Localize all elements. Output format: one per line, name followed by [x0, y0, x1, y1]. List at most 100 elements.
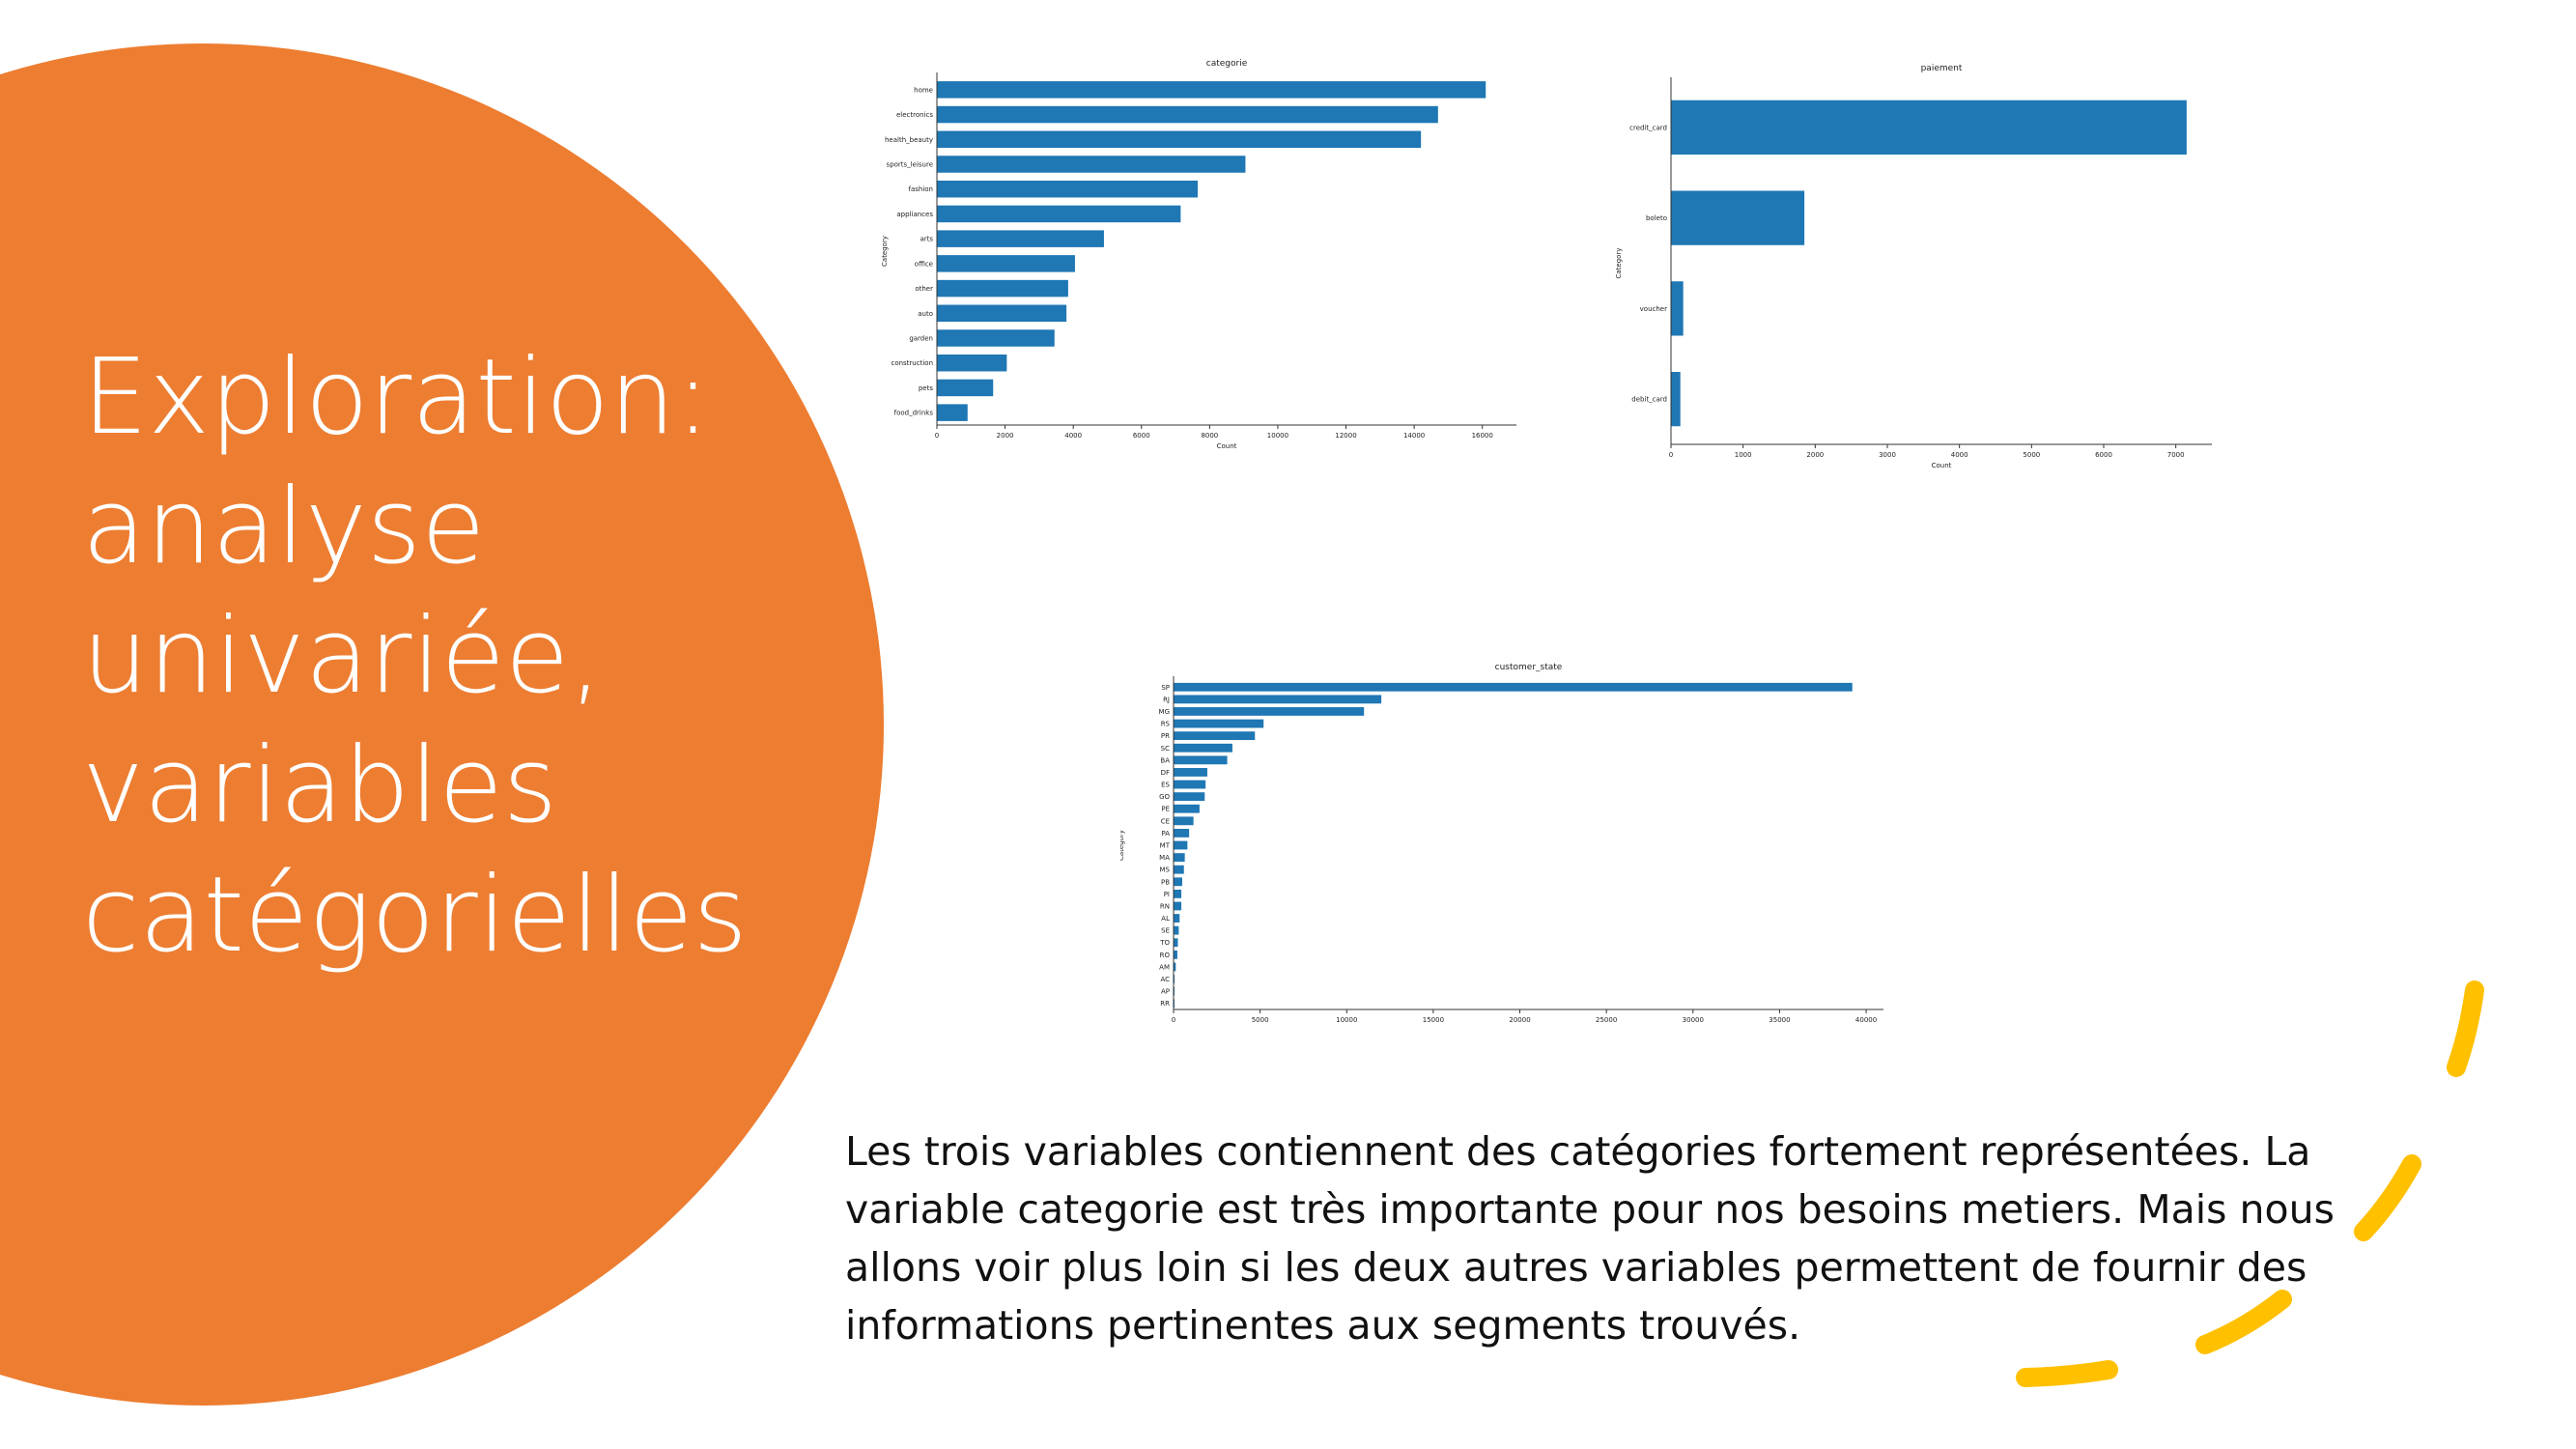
- x-tick-label: 6000: [2095, 451, 2112, 459]
- category-label: DF: [1161, 769, 1170, 777]
- category-label: PB: [1161, 878, 1170, 886]
- category-label: TO: [1159, 939, 1170, 947]
- bar-MA: [1174, 853, 1185, 862]
- bar-arts: [937, 230, 1104, 247]
- category-label: PR: [1161, 732, 1170, 740]
- category-label: RO: [1160, 952, 1171, 959]
- category-label: electronics: [896, 111, 933, 119]
- category-label: BA: [1160, 756, 1170, 764]
- category-label: AP: [1161, 988, 1170, 996]
- x-tick-label: 4000: [1064, 432, 1082, 440]
- y-axis-label: Category: [1120, 830, 1125, 861]
- x-tick-label: 0: [1172, 1016, 1175, 1024]
- bar-auto: [937, 304, 1067, 323]
- bar-MS: [1174, 865, 1184, 874]
- slide-title: Exploration: analyse univariée, variables ca…: [82, 333, 816, 980]
- category-label: SE: [1161, 927, 1170, 935]
- bar-CE: [1174, 816, 1194, 826]
- x-tick-label: 16000: [1472, 432, 1493, 440]
- title-line: analyse: [82, 467, 486, 587]
- bar-SE: [1174, 925, 1179, 935]
- bar-garden: [937, 329, 1055, 347]
- yellow-dash-2: [2354, 1154, 2421, 1241]
- chart-title: paiement: [1921, 64, 1963, 73]
- x-tick-label: 6000: [1133, 432, 1150, 440]
- bar-AL: [1174, 914, 1180, 923]
- bar-TO: [1174, 938, 1178, 948]
- category-label: MG: [1159, 708, 1170, 716]
- bar-sports_leisure: [937, 156, 1246, 173]
- category-label: MA: [1159, 854, 1170, 862]
- title-line: catégorielles: [82, 855, 748, 976]
- category-label: other: [915, 285, 933, 293]
- bar-office: [937, 255, 1075, 272]
- x-tick-label: 7000: [2167, 451, 2185, 459]
- x-tick-label: 12000: [1335, 432, 1356, 440]
- x-tick-label: 5000: [2023, 451, 2040, 459]
- chart-customer-state: customer_state SP RJ MG RS PR SC BA DF ES GO PE CE PA…: [1120, 663, 1883, 1024]
- category-label: RS: [1161, 721, 1171, 728]
- bar-RN: [1174, 901, 1182, 911]
- category-label: debit_card: [1631, 396, 1667, 404]
- orange-circle-shape: [0, 43, 884, 1406]
- x-tick-label: 10000: [1267, 432, 1288, 440]
- category-label: office: [915, 260, 933, 268]
- x-tick-label: 40000: [1855, 1016, 1877, 1024]
- yellow-dash-1: [2447, 980, 2484, 1077]
- category-label: GO: [1159, 793, 1170, 801]
- bar-appliances: [937, 205, 1181, 223]
- category-label: construction: [891, 359, 933, 367]
- x-tick-label: 14000: [1403, 432, 1425, 440]
- x-tick-label: 20000: [1509, 1016, 1530, 1024]
- bar-RJ: [1174, 695, 1382, 704]
- bar-AM: [1174, 962, 1176, 972]
- bar-GO: [1174, 792, 1205, 802]
- bar-MG: [1174, 707, 1365, 716]
- x-tick-label: 5000: [1252, 1016, 1269, 1024]
- x-tick-label: 1000: [1735, 451, 1752, 459]
- bar-pets: [937, 379, 994, 397]
- category-label: RR: [1160, 1000, 1170, 1008]
- x-tick-label: 3000: [1879, 451, 1896, 459]
- category-label: PI: [1164, 891, 1170, 898]
- bar-RS: [1174, 719, 1264, 728]
- chart-title: categorie: [1206, 59, 1248, 69]
- x-tick-label: 2000: [1806, 451, 1824, 459]
- bar-SP: [1174, 682, 1853, 692]
- x-axis-label: Count: [1932, 462, 1952, 469]
- bar-boleto: [1671, 190, 1805, 245]
- x-tick-label: 0: [1669, 451, 1673, 459]
- title-line: Exploration:: [82, 337, 711, 458]
- bar-MT: [1174, 840, 1188, 850]
- category-label: sports_leisure: [887, 161, 933, 169]
- bar-PE: [1174, 804, 1200, 813]
- category-label: home: [914, 86, 933, 94]
- category-label: CE: [1161, 817, 1170, 825]
- x-tick-label: 30000: [1683, 1016, 1704, 1024]
- bar-RO: [1174, 950, 1177, 959]
- x-tick-label: 15000: [1423, 1016, 1444, 1024]
- bar-construction: [937, 354, 1007, 372]
- bar-ES: [1174, 780, 1206, 789]
- bar-credit_card: [1671, 99, 2187, 155]
- category-label: boleto: [1646, 214, 1667, 222]
- title-line: univariée,: [82, 596, 603, 717]
- bar-debit_card: [1671, 372, 1681, 427]
- category-label: AC: [1160, 976, 1170, 983]
- category-label: voucher: [1640, 305, 1667, 313]
- category-label: MS: [1160, 867, 1171, 874]
- chart-categorie: categorie home electronics health_beautyspo…: [881, 59, 1516, 449]
- chart-title: customer_state: [1495, 663, 1563, 672]
- category-label: AL: [1161, 915, 1170, 923]
- category-label: AM: [1159, 963, 1170, 971]
- bar-fashion: [937, 180, 1198, 198]
- title-line: variables: [82, 725, 557, 846]
- category-label: SC: [1161, 745, 1170, 753]
- bar-electronics: [937, 105, 1438, 124]
- category-label: PE: [1161, 806, 1170, 813]
- bar-SC: [1174, 743, 1232, 753]
- yellow-dash-3: [2195, 1290, 2292, 1354]
